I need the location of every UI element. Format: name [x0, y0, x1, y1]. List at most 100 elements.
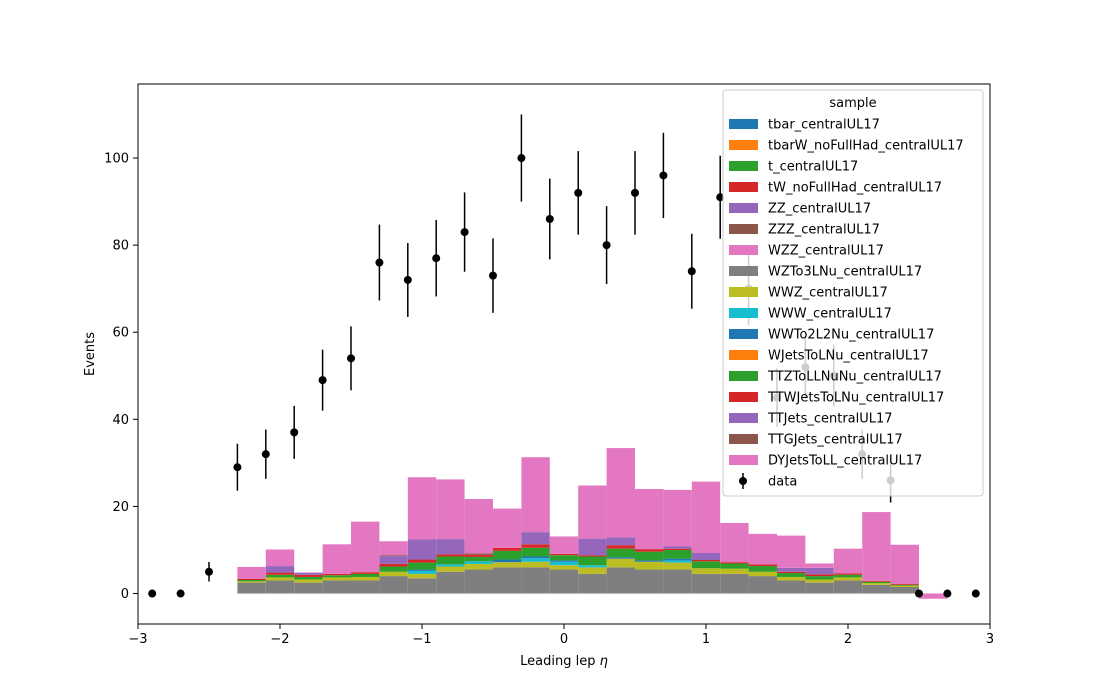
bar-segment	[805, 582, 834, 594]
legend-label: WZTo3LNu_centralUL17	[768, 265, 922, 280]
x-axis-label-text: Leading lep	[520, 654, 599, 669]
bar-segment	[521, 457, 550, 533]
bar-segment	[294, 579, 323, 583]
bar-segment	[265, 572, 295, 575]
data-point	[318, 376, 327, 385]
bar-segment	[578, 556, 607, 566]
data-point	[432, 254, 441, 263]
bar-segment	[606, 567, 635, 594]
bar-segment	[833, 577, 863, 581]
bar-segment	[833, 580, 863, 594]
data-point	[602, 241, 611, 250]
bar-segment	[606, 537, 635, 546]
bar-segment	[407, 569, 437, 571]
bar-segment	[578, 555, 607, 557]
bar-segment	[237, 580, 266, 582]
bar-segment	[379, 541, 408, 556]
bar-segment	[237, 578, 266, 581]
data-point	[460, 228, 469, 237]
bar-segment	[919, 593, 948, 599]
data-point	[403, 275, 412, 284]
bar-segment	[890, 586, 919, 594]
bar-segment	[805, 576, 834, 580]
bar-segment	[436, 554, 465, 557]
bar-segment	[379, 563, 408, 567]
x-tick-label: −3	[128, 632, 147, 647]
bar-segment	[521, 544, 550, 548]
y-axis-label: Events	[83, 332, 98, 376]
bar-segment	[606, 557, 635, 559]
bar-segment	[521, 558, 550, 562]
bar-segment	[379, 576, 408, 594]
data-point	[545, 215, 554, 223]
bar-segment	[805, 579, 834, 583]
bar-segment	[890, 584, 919, 586]
bar-segment	[862, 512, 891, 581]
y-tick-label: 0	[121, 587, 129, 602]
bar-segment	[294, 582, 323, 594]
data-point	[687, 267, 696, 276]
legend-label: WJetsToLNu_centralUL17	[768, 349, 929, 364]
bar-segment	[265, 566, 295, 573]
bar-segment	[635, 549, 664, 552]
legend-swatch	[729, 224, 758, 234]
bar-segment	[663, 549, 692, 559]
legend-swatch	[729, 413, 758, 423]
bar-segment	[635, 561, 664, 570]
bar-segment	[777, 571, 806, 574]
bar-segment	[436, 571, 465, 594]
bar-segment	[549, 536, 579, 554]
bar-segment	[237, 581, 266, 583]
bar-segment	[833, 548, 863, 574]
bar-segment	[862, 583, 891, 585]
bar-segment	[720, 573, 749, 594]
bar-segment	[436, 539, 465, 555]
bar-segment	[407, 562, 437, 570]
x-tick-label: 1	[702, 632, 710, 647]
bar-segment	[407, 477, 437, 540]
bar-segment	[521, 547, 550, 557]
bar-segment	[294, 574, 323, 577]
bar-segment	[805, 563, 834, 568]
bar-segment	[748, 576, 777, 594]
bar-segment	[663, 548, 692, 550]
bar-segment	[379, 555, 408, 557]
bar-segment	[549, 565, 579, 570]
bar-segment	[578, 565, 607, 568]
bar-segment	[436, 566, 465, 572]
legend-label: DYJetsToLL_centralUL17	[768, 454, 922, 469]
bar-segment	[407, 559, 437, 563]
bar-segment	[833, 573, 863, 575]
legend-label: tbarW_noFullHad_centralUL17	[768, 139, 964, 154]
bar-segment	[805, 567, 834, 575]
y-axis-ticks: 0 20 40 60 80 100	[104, 152, 138, 602]
data-point	[659, 171, 668, 180]
bar-segment	[379, 571, 408, 577]
bar-segment	[521, 567, 550, 594]
bar-segment	[691, 573, 721, 594]
bar-segment	[407, 539, 437, 560]
data-point	[233, 463, 242, 472]
legend-label: TTJets_centralUL17	[767, 412, 893, 427]
bar-segment	[606, 558, 635, 568]
x-axis-label: Leading lep η	[520, 654, 608, 669]
data-point	[716, 193, 725, 202]
bar-segment	[294, 576, 323, 580]
legend-label: ZZZ_centralUL17	[768, 223, 880, 238]
data-point	[915, 589, 923, 598]
bar-segment	[748, 533, 777, 565]
data-point	[943, 589, 952, 598]
bar-segment	[436, 564, 465, 567]
bar-segment	[663, 562, 692, 570]
bar-segment	[691, 561, 721, 569]
bar-segment	[351, 521, 380, 573]
bar-segment	[663, 569, 692, 594]
bar-segment	[862, 584, 891, 594]
bar-segment	[265, 574, 295, 578]
data-point	[574, 188, 583, 197]
legend-label: WWW_centralUL17	[768, 307, 892, 322]
bar-segment	[521, 556, 550, 559]
bar-segment	[635, 560, 664, 562]
data-point	[375, 258, 384, 267]
x-tick-label: 3	[986, 632, 994, 647]
